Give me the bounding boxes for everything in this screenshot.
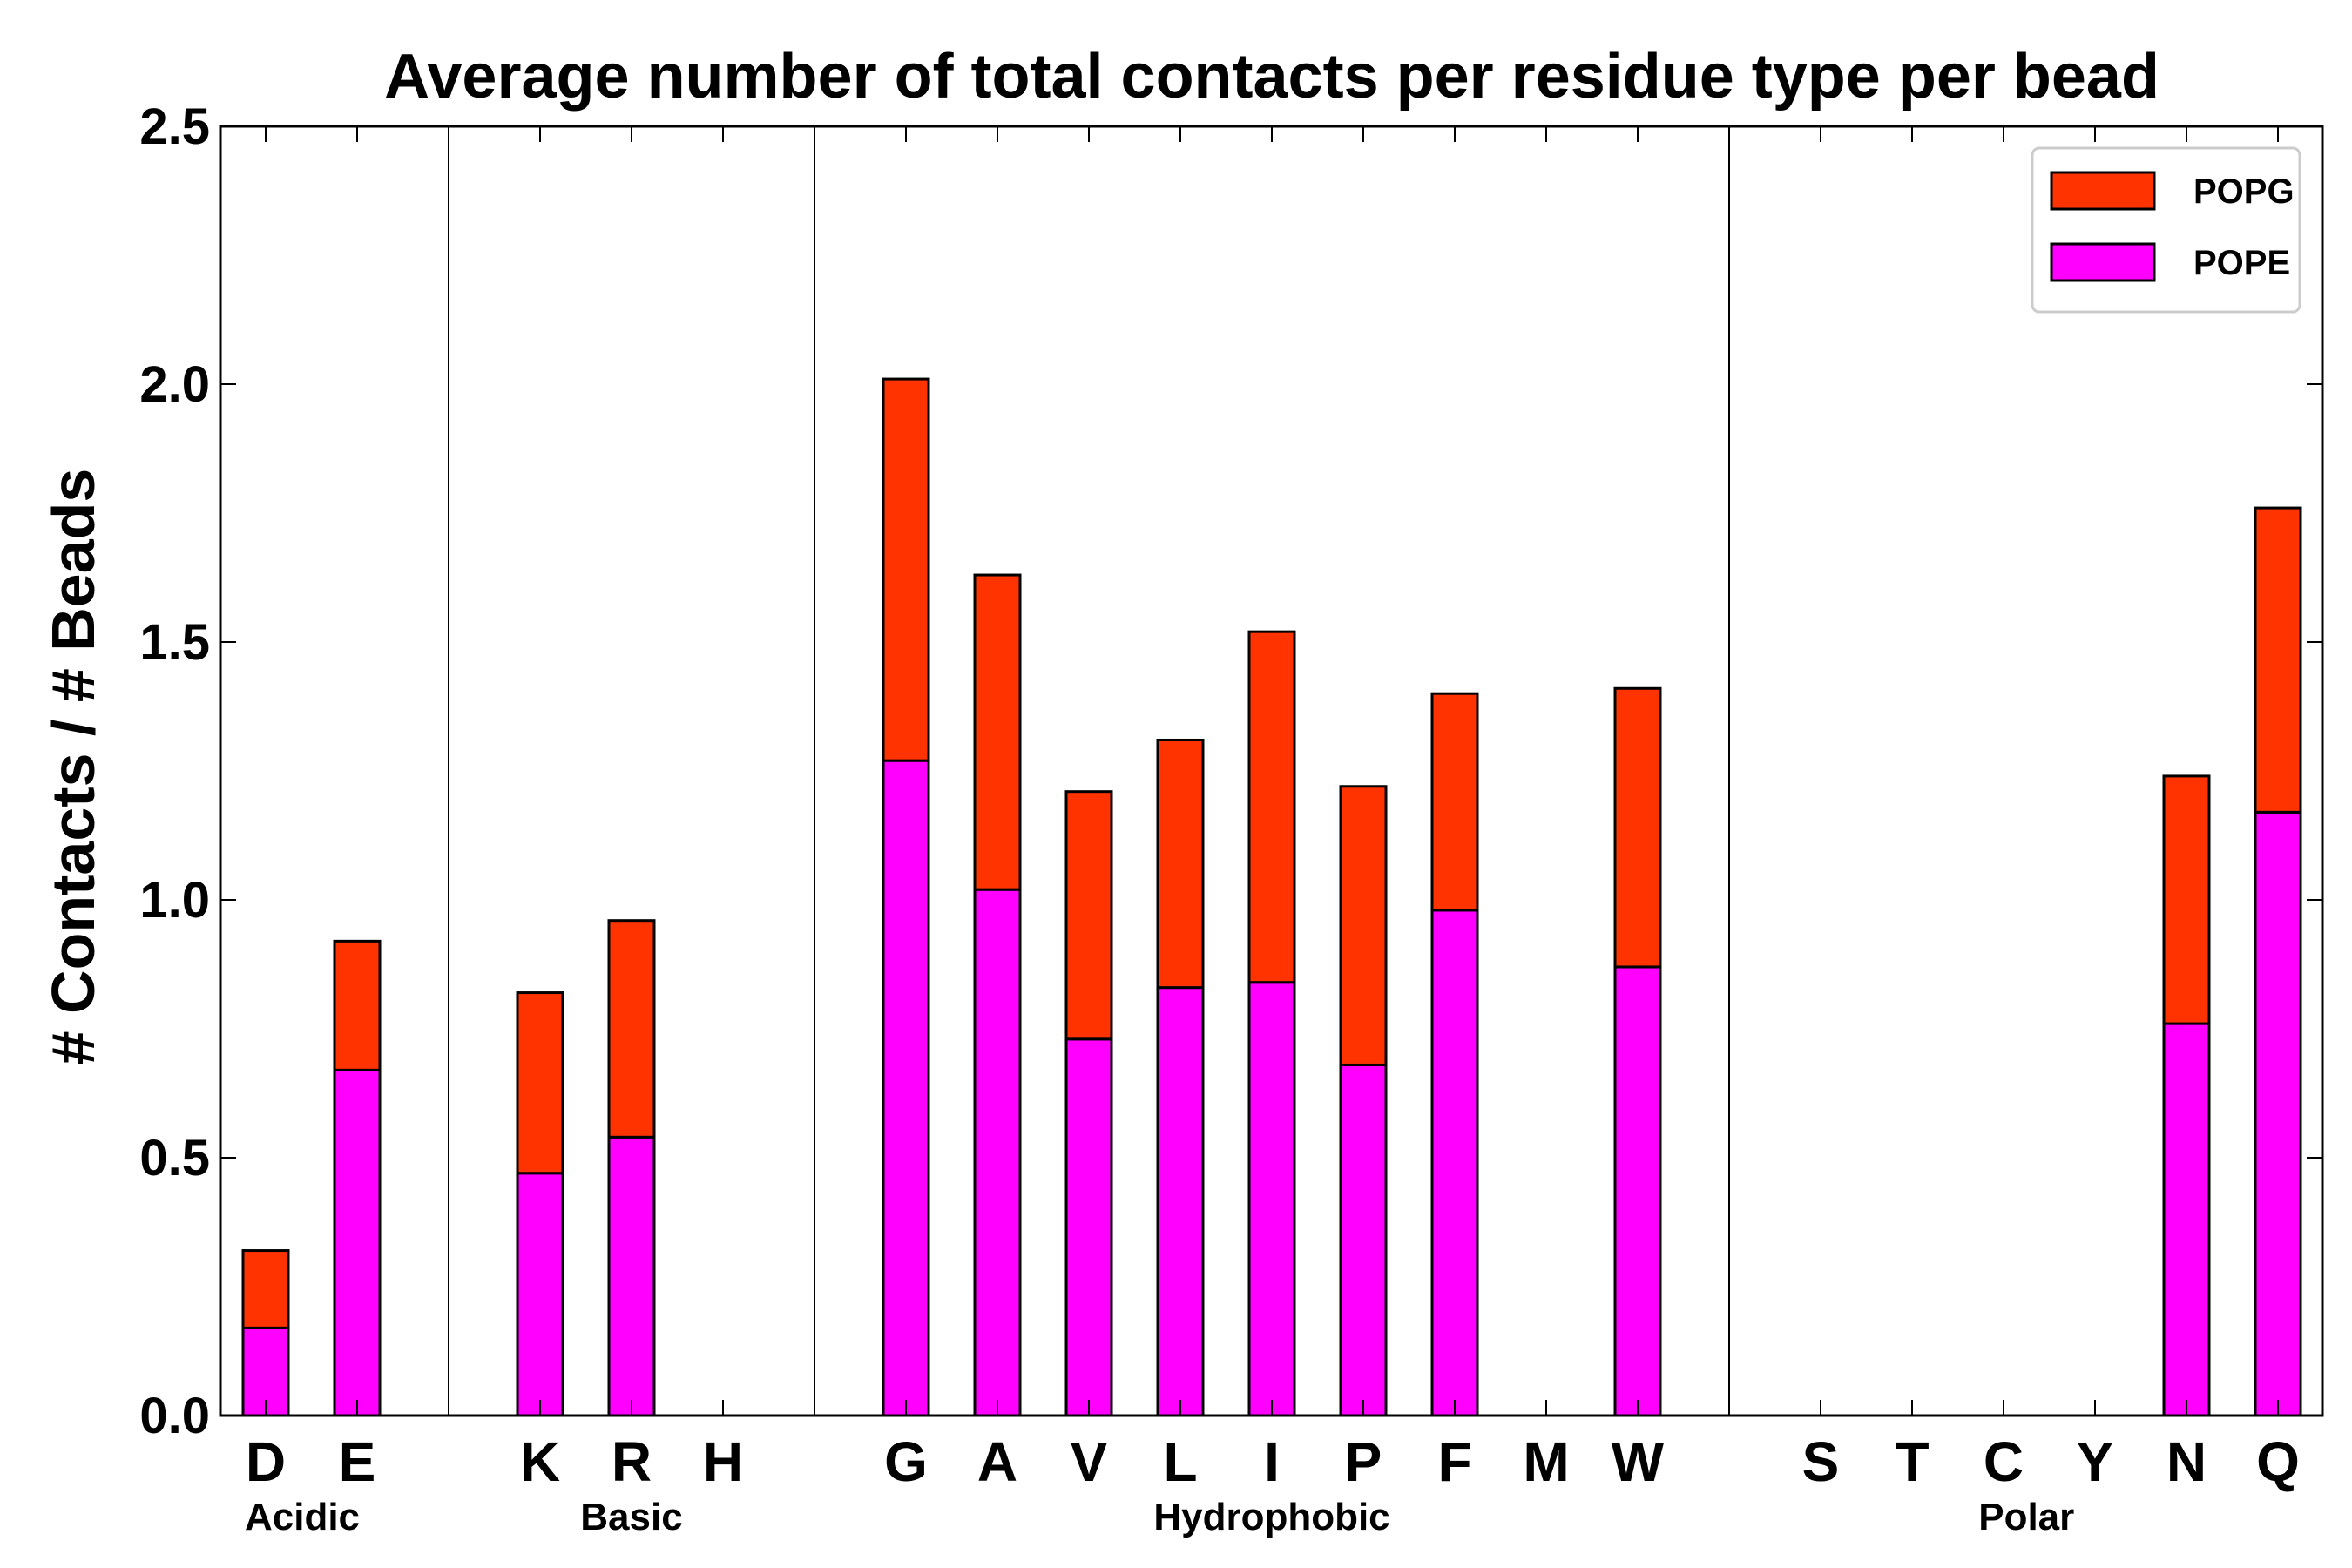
- bar-pope: [1613, 965, 1662, 1417]
- bar-popg: [1613, 686, 1662, 969]
- legend: POPG POPE: [2031, 146, 2301, 314]
- plot-area: 0.0 0.5 1.0 1.5 2.0 2.5 D E K R H G A V L I P F M W S T C Y N Q Ac…: [139, 98, 2322, 1538]
- bar-popg: [241, 1249, 290, 1329]
- x-tick-label: I: [1264, 1430, 1280, 1493]
- bar-popg: [516, 991, 564, 1175]
- y-tick-label: 1.5: [139, 614, 210, 671]
- y-tick-label: 0.5: [139, 1130, 210, 1186]
- bar-popg: [1247, 630, 1296, 984]
- bar-pope: [1064, 1037, 1113, 1417]
- legend-swatch-pope: [2050, 242, 2156, 282]
- group-label: Basic: [580, 1496, 682, 1538]
- x-tick-label: R: [612, 1430, 652, 1493]
- y-tick-label: 0.0: [139, 1388, 210, 1444]
- legend-label-popg: POPG: [2193, 172, 2295, 211]
- bar-popg: [1430, 692, 1479, 912]
- chart-title: Average number of total contacts per res…: [384, 42, 2159, 112]
- bar-pope: [607, 1135, 656, 1417]
- bar-pope: [333, 1068, 382, 1417]
- x-tick-label: E: [339, 1430, 376, 1493]
- y-tick-label: 2.5: [139, 98, 210, 155]
- x-tick-label: S: [1802, 1430, 1840, 1493]
- y-tick-label: 2.0: [139, 356, 210, 413]
- group-label: Acidic: [245, 1496, 360, 1538]
- bar-popg: [1064, 790, 1113, 1041]
- bar-popg: [2162, 774, 2211, 1025]
- bar-pope: [882, 759, 930, 1417]
- bar-pope: [1156, 986, 1205, 1417]
- legend-swatch-popg: [2050, 171, 2156, 211]
- bar-pope: [2254, 810, 2302, 1417]
- bar-popg: [1339, 785, 1388, 1066]
- bar-pope: [1430, 909, 1479, 1417]
- x-tick-label: T: [1895, 1430, 1929, 1493]
- bar-pope: [1339, 1063, 1388, 1417]
- legend-label-pope: POPE: [2193, 244, 2290, 282]
- bar-popg: [1156, 738, 1205, 990]
- x-tick-label: G: [884, 1430, 928, 1493]
- x-tick-label: L: [1163, 1430, 1197, 1493]
- x-tick-label: C: [1984, 1430, 2024, 1493]
- plot-frame: [219, 125, 2324, 1417]
- x-tick-label: V: [1071, 1430, 1108, 1493]
- x-tick-label: H: [703, 1430, 743, 1493]
- group-label: Polar: [1978, 1496, 2074, 1538]
- x-tick-label: W: [1612, 1430, 1665, 1493]
- bar-pope: [973, 888, 1022, 1417]
- x-tick-label: F: [1437, 1430, 1471, 1493]
- bar-popg: [333, 939, 382, 1071]
- x-tick-label: K: [520, 1430, 560, 1493]
- x-tick-label: Y: [2077, 1430, 2114, 1493]
- bar-popg: [2254, 506, 2302, 814]
- x-tick-label: P: [1345, 1430, 1382, 1493]
- x-tick-label: N: [2166, 1430, 2207, 1493]
- x-tick-label: D: [246, 1430, 286, 1493]
- bar-popg: [973, 573, 1022, 891]
- y-tick-label: 1.0: [139, 872, 210, 929]
- bar-pope: [516, 1172, 564, 1417]
- x-tick-label: A: [977, 1430, 1017, 1493]
- x-tick-label: Q: [2256, 1430, 2300, 1493]
- y-axis-label: # Contacts / # Beads: [39, 469, 107, 1065]
- group-label: Hydrophobic: [1153, 1496, 1389, 1538]
- bar-popg: [607, 919, 656, 1139]
- bar-pope: [2162, 1022, 2211, 1417]
- x-tick-label: M: [1523, 1430, 1569, 1493]
- bar-popg: [882, 377, 930, 762]
- bar-pope: [1247, 981, 1296, 1417]
